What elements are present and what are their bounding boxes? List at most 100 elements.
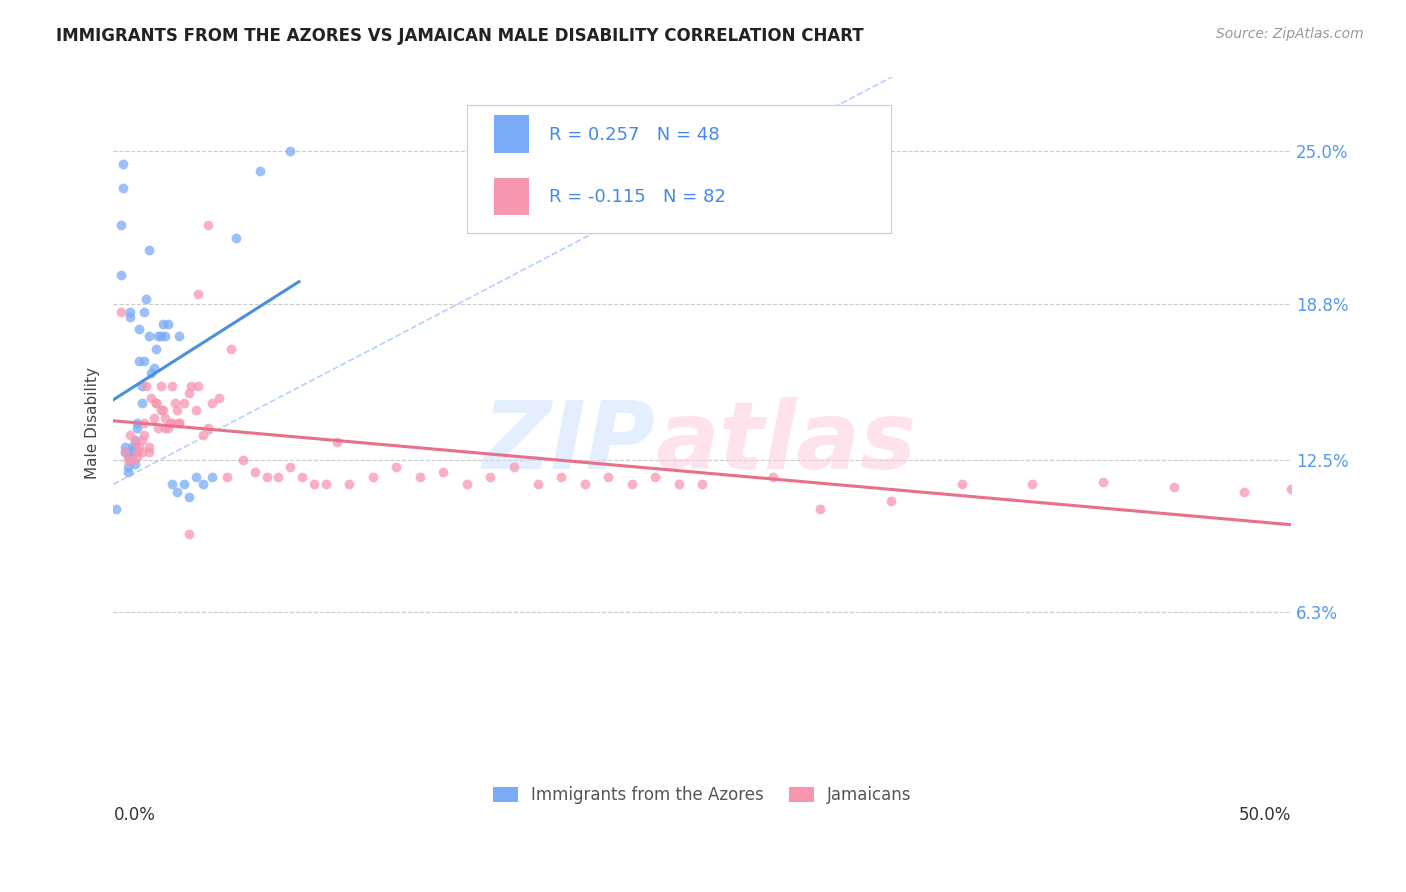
Point	[114, 445, 136, 459]
Point	[134, 416, 156, 430]
Point	[118, 452, 141, 467]
Point	[124, 458, 146, 472]
FancyBboxPatch shape	[494, 178, 529, 216]
Point	[131, 396, 153, 410]
Point	[1233, 484, 1256, 499]
Point	[184, 470, 207, 484]
Point	[134, 428, 156, 442]
Point	[118, 428, 141, 442]
Point	[808, 501, 831, 516]
Point	[145, 396, 167, 410]
Point	[149, 329, 172, 343]
Point	[326, 435, 349, 450]
Point	[141, 391, 163, 405]
Point	[134, 354, 156, 368]
Point	[191, 477, 214, 491]
Point	[201, 396, 224, 410]
Point	[149, 378, 172, 392]
Point	[117, 459, 139, 474]
Point	[456, 477, 478, 491]
Point	[163, 396, 186, 410]
Point	[432, 465, 454, 479]
Point	[315, 477, 337, 491]
Point	[149, 403, 172, 417]
Point	[118, 304, 141, 318]
Point	[131, 445, 153, 459]
Point	[142, 410, 165, 425]
Point	[117, 448, 139, 462]
Point	[219, 342, 242, 356]
Point	[156, 420, 179, 434]
Point	[256, 470, 278, 484]
Point	[111, 181, 134, 195]
FancyBboxPatch shape	[467, 105, 891, 233]
Point	[550, 470, 572, 484]
Point	[162, 416, 184, 430]
Point	[166, 484, 188, 499]
Point	[121, 445, 143, 459]
Point	[152, 403, 174, 417]
Point	[762, 470, 785, 484]
Point	[249, 164, 271, 178]
Point	[155, 410, 177, 425]
Point	[104, 501, 127, 516]
Point	[232, 452, 254, 467]
Point	[121, 452, 143, 467]
Point	[145, 396, 167, 410]
Point	[1021, 477, 1043, 491]
Point	[128, 322, 150, 336]
Text: 50.0%: 50.0%	[1239, 805, 1291, 823]
Point	[142, 361, 165, 376]
Text: IMMIGRANTS FROM THE AZORES VS JAMAICAN MALE DISABILITY CORRELATION CHART: IMMIGRANTS FROM THE AZORES VS JAMAICAN M…	[56, 27, 863, 45]
Point	[385, 459, 408, 474]
Point	[197, 219, 219, 233]
Point	[177, 526, 200, 541]
Legend: Immigrants from the Azores, Jamaicans: Immigrants from the Azores, Jamaicans	[486, 780, 918, 811]
Point	[197, 420, 219, 434]
Point	[177, 490, 200, 504]
Point	[135, 293, 157, 307]
Point	[110, 268, 132, 282]
Text: Source: ZipAtlas.com: Source: ZipAtlas.com	[1216, 27, 1364, 41]
Point	[180, 378, 202, 392]
Point	[187, 378, 209, 392]
Point	[110, 219, 132, 233]
Point	[114, 440, 136, 454]
Point	[138, 243, 160, 257]
Point	[124, 440, 146, 454]
Point	[155, 420, 177, 434]
Point	[267, 470, 290, 484]
Point	[191, 428, 214, 442]
Point	[187, 287, 209, 301]
Point	[124, 435, 146, 450]
Point	[121, 440, 143, 454]
Text: ZIP: ZIP	[482, 397, 655, 490]
Point	[184, 403, 207, 417]
Point	[574, 477, 596, 491]
Point	[692, 477, 714, 491]
Text: 0.0%: 0.0%	[114, 805, 156, 823]
Point	[138, 440, 160, 454]
FancyBboxPatch shape	[494, 115, 529, 153]
Point	[598, 470, 620, 484]
Text: R = 0.257   N = 48: R = 0.257 N = 48	[550, 126, 720, 144]
Point	[138, 329, 160, 343]
Point	[131, 433, 153, 447]
Point	[156, 317, 179, 331]
Point	[880, 494, 903, 508]
Point	[1279, 482, 1302, 496]
Point	[243, 465, 266, 479]
Point	[1091, 475, 1114, 489]
Point	[141, 366, 163, 380]
Point	[215, 470, 238, 484]
Point	[134, 304, 156, 318]
Point	[138, 445, 160, 459]
Point	[169, 416, 191, 430]
Point	[125, 420, 148, 434]
Point	[162, 477, 184, 491]
Point	[145, 342, 167, 356]
Point	[361, 470, 384, 484]
Point	[620, 477, 643, 491]
Point	[337, 477, 360, 491]
Point	[152, 317, 174, 331]
